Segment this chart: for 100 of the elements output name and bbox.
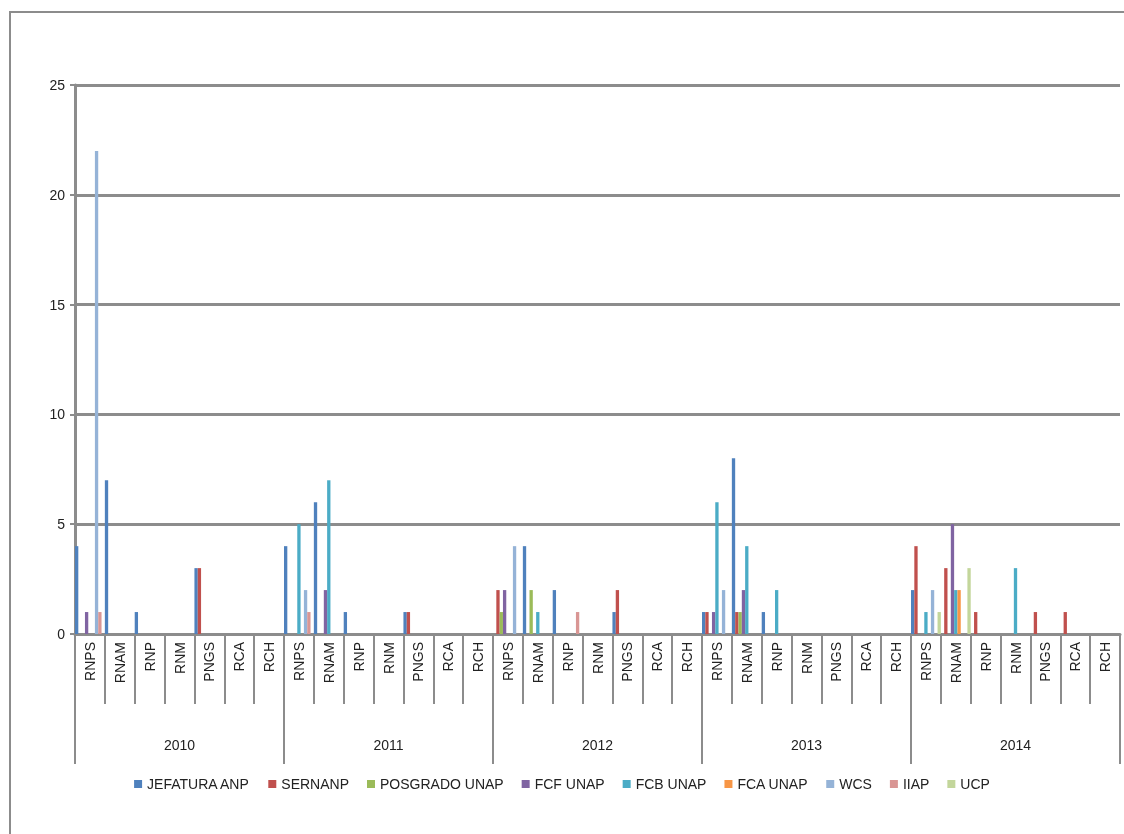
x-tick-label: PNGS xyxy=(828,642,845,682)
bar xyxy=(84,612,89,634)
x-tick-label: PNGS xyxy=(619,642,636,682)
legend-label: FCF UNAP xyxy=(534,776,605,792)
text: 2013 xyxy=(790,737,823,753)
bar xyxy=(194,568,198,634)
bar xyxy=(715,502,719,634)
bar xyxy=(974,612,978,634)
x-tick-label: RNAM xyxy=(738,642,755,684)
bar xyxy=(741,590,746,634)
bar xyxy=(924,612,928,634)
x-tick-label: RCA xyxy=(1067,641,1084,672)
legend-label: FCA UNAP xyxy=(737,776,808,792)
bar xyxy=(944,568,948,634)
text: 2011 xyxy=(373,737,404,753)
bar xyxy=(134,612,139,634)
bar xyxy=(774,590,779,634)
x-tick-label: RCH xyxy=(888,642,905,673)
bar xyxy=(98,612,102,634)
y-tick-label: 20 xyxy=(49,186,66,203)
x-tick-label: RNAM xyxy=(947,642,964,684)
bar xyxy=(297,524,301,634)
legend-label: JEFATURA ANP xyxy=(147,776,249,792)
bar xyxy=(512,546,517,634)
bar xyxy=(307,612,311,634)
bar xyxy=(930,590,935,634)
x-tick-label: RNP xyxy=(559,642,576,672)
x-tick-label: RNPS xyxy=(708,642,725,681)
bar xyxy=(536,612,540,634)
bar xyxy=(937,612,941,634)
text: 2014 xyxy=(999,737,1032,753)
x-tick-label: RNM xyxy=(171,642,188,674)
x-tick-label: PNGS xyxy=(201,642,218,682)
x-tick-label: RCA xyxy=(440,641,457,672)
bar xyxy=(104,480,109,634)
bar xyxy=(522,546,527,634)
x-tick-label: RCH xyxy=(1097,642,1114,673)
legend-label: WCS xyxy=(839,776,872,792)
bar xyxy=(94,150,99,634)
x-tick-label: RCH xyxy=(261,642,278,673)
y-tick-label: 5 xyxy=(57,516,66,533)
bar xyxy=(1033,612,1038,634)
bar xyxy=(967,568,971,634)
x-tick-label: RNP xyxy=(977,642,994,672)
legend-label: SERNANP xyxy=(281,776,349,792)
x-tick-label: PNGS xyxy=(410,642,427,682)
x-tick-label: RCA xyxy=(649,641,666,672)
y-tick-label: 15 xyxy=(49,296,66,313)
bar xyxy=(950,524,955,634)
bar xyxy=(313,502,318,634)
x-tick-label: RCH xyxy=(679,642,696,673)
x-tick-label: RNPS xyxy=(499,642,516,681)
x-tick-label: RCA xyxy=(231,641,248,672)
bar xyxy=(552,590,557,634)
bar xyxy=(343,612,348,634)
bar xyxy=(499,612,503,634)
bar xyxy=(197,568,202,634)
text: 2012 xyxy=(581,737,614,753)
bar xyxy=(711,612,716,634)
bar xyxy=(529,590,533,634)
x-tick-label: RNAM xyxy=(111,642,128,684)
text: 2010 xyxy=(163,737,196,753)
bar xyxy=(615,590,620,634)
x-tick-label: RNM xyxy=(798,642,815,674)
legend-label: UCP xyxy=(960,776,990,792)
x-tick-label: RCH xyxy=(470,642,487,673)
x-tick-label: RNM xyxy=(1007,642,1024,674)
x-tick-label: RNP xyxy=(768,642,785,672)
bar xyxy=(323,590,328,634)
bar xyxy=(1063,612,1067,634)
bar xyxy=(75,546,79,634)
x-tick-label: RNAM xyxy=(320,642,337,684)
y-tick-label: 0 xyxy=(57,626,66,642)
bar xyxy=(303,590,308,634)
y-tick-label: 25 xyxy=(49,77,66,93)
legend-label: FCB UNAP xyxy=(635,776,707,792)
bar xyxy=(327,480,331,634)
bar xyxy=(731,458,736,634)
bar xyxy=(406,612,411,634)
bar xyxy=(403,612,407,634)
bar xyxy=(914,546,918,634)
bar xyxy=(284,546,288,634)
bar xyxy=(575,612,580,634)
legend-label: POSGRADO UNAP xyxy=(379,776,504,792)
x-tick-label: RNPS xyxy=(290,642,307,681)
bar xyxy=(721,590,726,634)
x-tick-label: RNM xyxy=(380,642,397,674)
bar xyxy=(911,590,915,634)
x-tick-label: RNAM xyxy=(529,642,546,684)
x-tick-label: RNPS xyxy=(917,642,934,681)
bar xyxy=(612,612,616,634)
legend-label: IIAP xyxy=(902,776,930,792)
x-tick-label: RNP xyxy=(350,642,367,672)
y-tick-label: 10 xyxy=(49,406,66,423)
x-tick-label: RNP xyxy=(141,642,158,672)
bar xyxy=(761,612,766,634)
bar xyxy=(502,590,507,634)
x-tick-label: RNPS xyxy=(81,642,98,681)
bar xyxy=(496,590,500,634)
x-tick-label: RNM xyxy=(589,642,606,674)
